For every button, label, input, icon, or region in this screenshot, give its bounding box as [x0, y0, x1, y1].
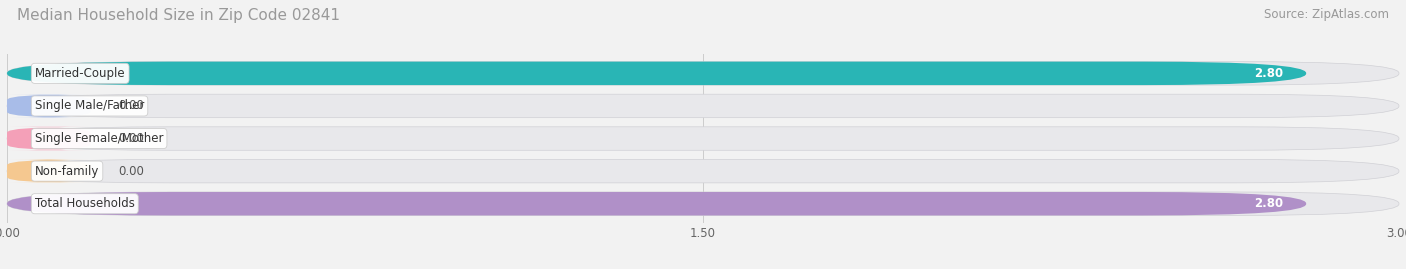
FancyBboxPatch shape	[7, 192, 1306, 215]
Text: Single Male/Father: Single Male/Father	[35, 100, 145, 112]
Text: Non-family: Non-family	[35, 165, 100, 178]
FancyBboxPatch shape	[7, 62, 1399, 85]
FancyBboxPatch shape	[7, 127, 1399, 150]
FancyBboxPatch shape	[7, 160, 90, 183]
Text: 2.80: 2.80	[1254, 197, 1284, 210]
Text: 0.00: 0.00	[118, 132, 145, 145]
FancyBboxPatch shape	[7, 62, 1306, 85]
FancyBboxPatch shape	[7, 94, 1399, 118]
Text: Total Households: Total Households	[35, 197, 135, 210]
Text: Married-Couple: Married-Couple	[35, 67, 125, 80]
Text: 0.00: 0.00	[118, 100, 145, 112]
FancyBboxPatch shape	[7, 127, 90, 150]
FancyBboxPatch shape	[7, 192, 1399, 215]
Text: 2.80: 2.80	[1254, 67, 1284, 80]
FancyBboxPatch shape	[7, 94, 90, 118]
FancyBboxPatch shape	[7, 160, 1399, 183]
Text: Median Household Size in Zip Code 02841: Median Household Size in Zip Code 02841	[17, 8, 340, 23]
Text: Source: ZipAtlas.com: Source: ZipAtlas.com	[1264, 8, 1389, 21]
Text: 0.00: 0.00	[118, 165, 145, 178]
Text: Single Female/Mother: Single Female/Mother	[35, 132, 163, 145]
